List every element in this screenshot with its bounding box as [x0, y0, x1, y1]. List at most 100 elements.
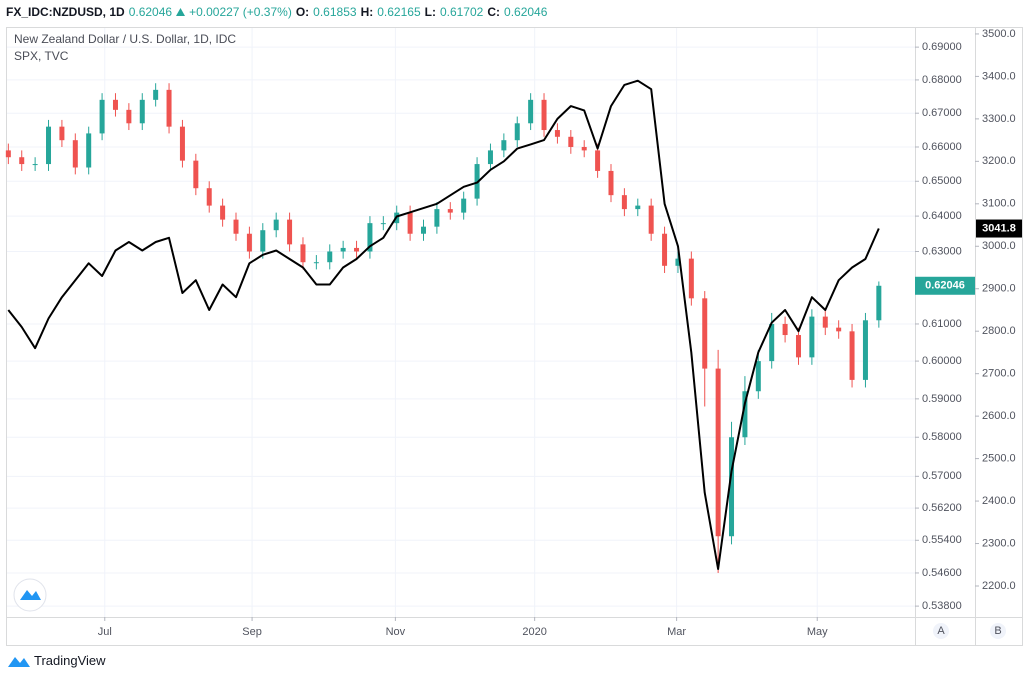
candle-body: [126, 109, 132, 124]
candle-body: [514, 123, 520, 141]
candle-body: [327, 251, 333, 263]
candle-body: [595, 150, 601, 171]
scale-button[interactable]: [933, 623, 949, 639]
up-arrow: [176, 8, 186, 16]
last-price: 0.62046: [128, 5, 173, 19]
candle-body: [19, 157, 25, 165]
candle-body: [662, 233, 668, 266]
candle-body: [139, 99, 145, 124]
x-tick-label: May: [807, 626, 828, 638]
ohlc-label: L:: [424, 5, 436, 19]
last-value-badge: [976, 219, 1022, 238]
ohlc-value: 0.61853: [313, 5, 357, 19]
candle-body: [421, 226, 427, 234]
candle-body: [447, 209, 453, 213]
brand-logo: [8, 656, 30, 667]
candle-body: [407, 212, 413, 234]
candle-body: [300, 244, 306, 263]
y2-tick-label: 3400.0: [982, 70, 1016, 82]
ohlc-label: H:: [360, 5, 374, 19]
candle-body: [688, 258, 694, 299]
candle-body: [32, 164, 38, 166]
y-tick-label: 0.56200: [922, 502, 962, 514]
scale-button-label[interactable]: A: [937, 625, 945, 637]
candle-body: [648, 205, 654, 234]
y-tick-label: 0.63000: [922, 245, 962, 257]
scale-button[interactable]: [990, 623, 1006, 639]
x-tick-label: Mar: [667, 626, 686, 638]
legend-entry: New Zealand Dollar / U.S. Dollar, 1D, ID…: [14, 32, 236, 46]
symbol: FX_IDC:NZDUSD, 1D: [6, 5, 125, 19]
candle-body: [273, 219, 279, 231]
last-price-badge: [915, 276, 975, 295]
scale-button-label[interactable]: B: [994, 625, 1001, 637]
candle-body: [782, 323, 788, 336]
y-tick-label: 0.64000: [922, 210, 962, 222]
watermark-logo: [13, 578, 47, 612]
candle-body: [876, 285, 882, 321]
candle-body: [354, 247, 360, 252]
candle-body: [836, 327, 842, 332]
candle-body: [581, 146, 587, 151]
candle-body: [862, 320, 868, 380]
candle-body: [809, 316, 815, 358]
candle-body: [233, 219, 239, 234]
y2-tick-label: 2800.0: [982, 325, 1016, 337]
x-tick-label: Nov: [386, 626, 406, 638]
candle-body: [340, 247, 346, 252]
y2-tick-label: 2600.0: [982, 410, 1016, 422]
footer: TradingView: [8, 653, 106, 668]
y2-tick-label: 3100.0: [982, 198, 1016, 210]
candle-body: [795, 335, 801, 358]
candle-body: [367, 223, 373, 252]
candle-body: [568, 136, 574, 147]
header: FX_IDC:NZDUSD, 1D 0.62046 +0.00227 (+0.3…: [6, 2, 547, 22]
candle-body: [46, 126, 52, 165]
last-price-label: 0.62046: [925, 280, 965, 292]
y2-tick-label: 2500.0: [982, 453, 1016, 465]
candle-body: [5, 150, 11, 158]
y2-tick-label: 2900.0: [982, 283, 1016, 295]
y-tick-label: 0.53800: [922, 600, 962, 612]
candle-body: [313, 262, 319, 264]
change: +0.00227 (+0.37%): [189, 5, 292, 19]
candle-body: [193, 160, 199, 189]
ohlc-label: C:: [487, 5, 501, 19]
candle-body: [260, 230, 266, 252]
candle-body: [434, 209, 440, 227]
y2-tick-label: 3200.0: [982, 155, 1016, 167]
chart: New Zealand Dollar / U.S. Dollar, 1D, ID…: [5, 27, 1023, 646]
candle-body: [501, 140, 507, 151]
y-tick-label: 0.66000: [922, 141, 962, 153]
ohlc-value: 0.62046: [504, 5, 548, 19]
y-tick-label: 0.67000: [922, 107, 962, 119]
y-tick-label: 0.55400: [922, 534, 962, 546]
candle-body: [72, 140, 78, 168]
y-tick-label: 0.59000: [922, 393, 962, 405]
ohlc-value: 0.61702: [439, 5, 484, 19]
y-tick-label: 0.68000: [922, 74, 962, 86]
line-series: [7, 79, 880, 570]
y2-tick-label: 2400.0: [982, 495, 1016, 507]
y2-tick-label: 2700.0: [982, 368, 1016, 380]
candle-body: [287, 219, 293, 245]
candle-body: [246, 233, 252, 252]
candle-body: [461, 198, 467, 213]
candle-body: [86, 133, 92, 168]
candle-body: [112, 99, 118, 110]
y-tick-label: 0.65000: [922, 175, 962, 187]
y-tick-label: 0.60000: [922, 355, 962, 367]
candle-body: [487, 150, 493, 165]
y2-tick-label: 3000.0: [982, 240, 1016, 252]
candle-body: [729, 437, 735, 537]
candle-body: [635, 205, 641, 210]
candle-body: [742, 391, 748, 438]
candle-body: [675, 258, 681, 266]
frame: [6, 27, 1023, 646]
last-value-label: 3041.8: [982, 222, 1016, 234]
x-tick-label: Jul: [98, 626, 112, 638]
candle-body: [769, 323, 775, 362]
brand-name: TradingView: [34, 653, 106, 668]
candle-body: [621, 195, 627, 210]
